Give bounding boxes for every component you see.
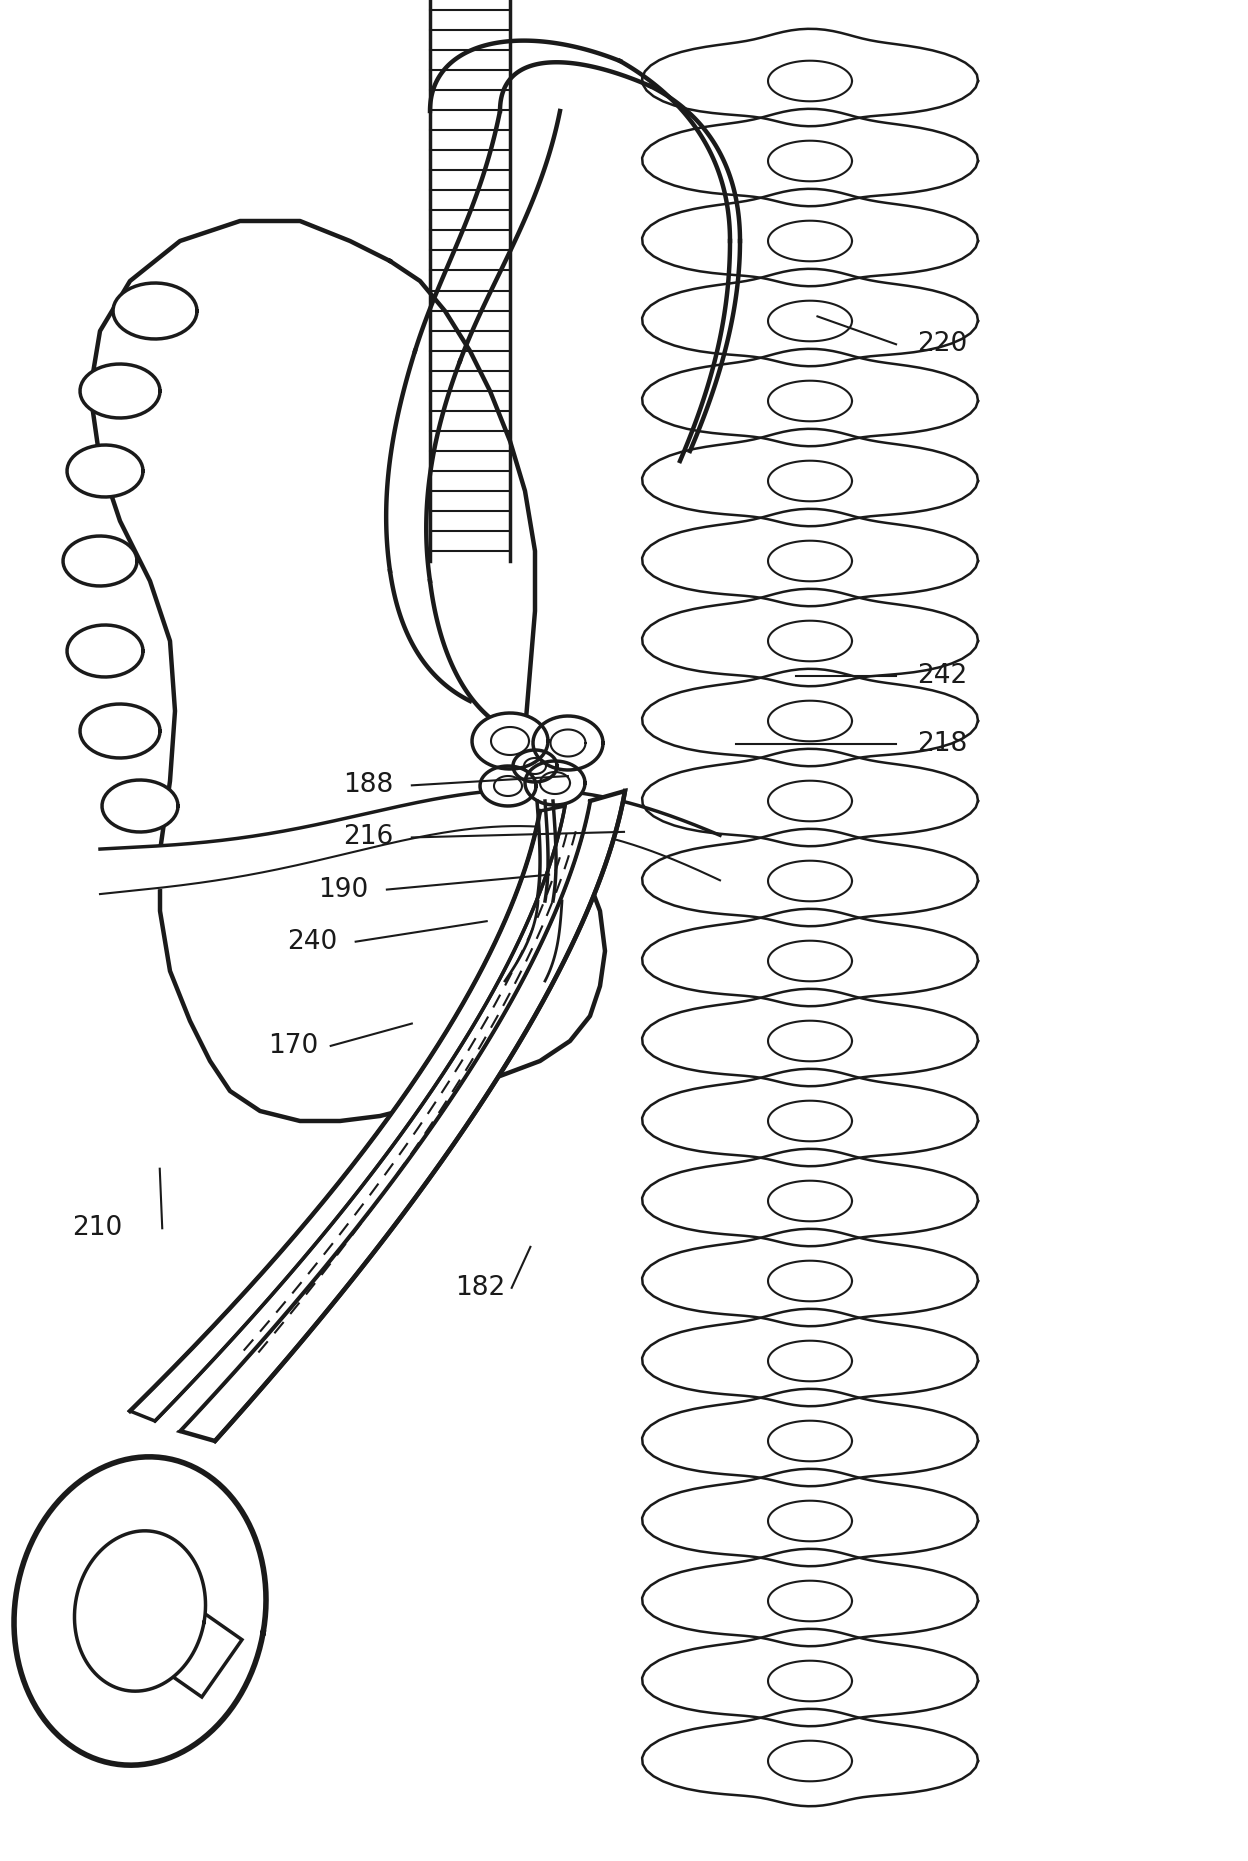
Polygon shape (643, 668, 978, 767)
Polygon shape (643, 1468, 978, 1567)
Polygon shape (643, 828, 978, 927)
Polygon shape (114, 283, 197, 339)
Polygon shape (480, 767, 535, 806)
Polygon shape (643, 28, 978, 127)
Polygon shape (130, 806, 565, 1422)
Text: 242: 242 (917, 663, 967, 689)
Polygon shape (67, 625, 144, 677)
Polygon shape (643, 988, 978, 1087)
Polygon shape (643, 268, 978, 367)
Text: 190: 190 (318, 877, 368, 903)
Polygon shape (643, 508, 978, 607)
Polygon shape (533, 716, 603, 770)
Polygon shape (90, 221, 605, 1120)
Text: 240: 240 (287, 929, 337, 955)
Polygon shape (64, 536, 137, 586)
Text: 182: 182 (456, 1275, 505, 1301)
Polygon shape (643, 1148, 978, 1247)
Text: 220: 220 (917, 331, 967, 357)
Text: 170: 170 (268, 1033, 318, 1059)
Polygon shape (643, 908, 978, 1007)
Polygon shape (525, 761, 585, 806)
Polygon shape (643, 1548, 978, 1647)
Polygon shape (180, 791, 625, 1440)
Polygon shape (513, 750, 557, 782)
Text: 210: 210 (72, 1215, 122, 1241)
Text: 188: 188 (343, 772, 393, 798)
Polygon shape (643, 1308, 978, 1407)
Polygon shape (643, 1068, 978, 1167)
Polygon shape (643, 348, 978, 447)
Polygon shape (155, 800, 590, 1431)
Polygon shape (102, 780, 178, 832)
Text: 218: 218 (917, 731, 967, 757)
Polygon shape (643, 1708, 978, 1807)
Text: 216: 216 (343, 824, 393, 850)
Polygon shape (643, 108, 978, 207)
Polygon shape (643, 428, 978, 527)
Polygon shape (75, 1532, 206, 1692)
Polygon shape (80, 703, 160, 757)
Polygon shape (643, 748, 978, 847)
Polygon shape (67, 445, 144, 497)
Polygon shape (120, 1582, 242, 1697)
Polygon shape (643, 1628, 978, 1727)
Polygon shape (643, 188, 978, 287)
Polygon shape (472, 713, 548, 769)
Polygon shape (643, 1388, 978, 1487)
Polygon shape (643, 588, 978, 687)
Polygon shape (14, 1457, 266, 1766)
Polygon shape (80, 365, 160, 419)
Polygon shape (643, 1228, 978, 1327)
